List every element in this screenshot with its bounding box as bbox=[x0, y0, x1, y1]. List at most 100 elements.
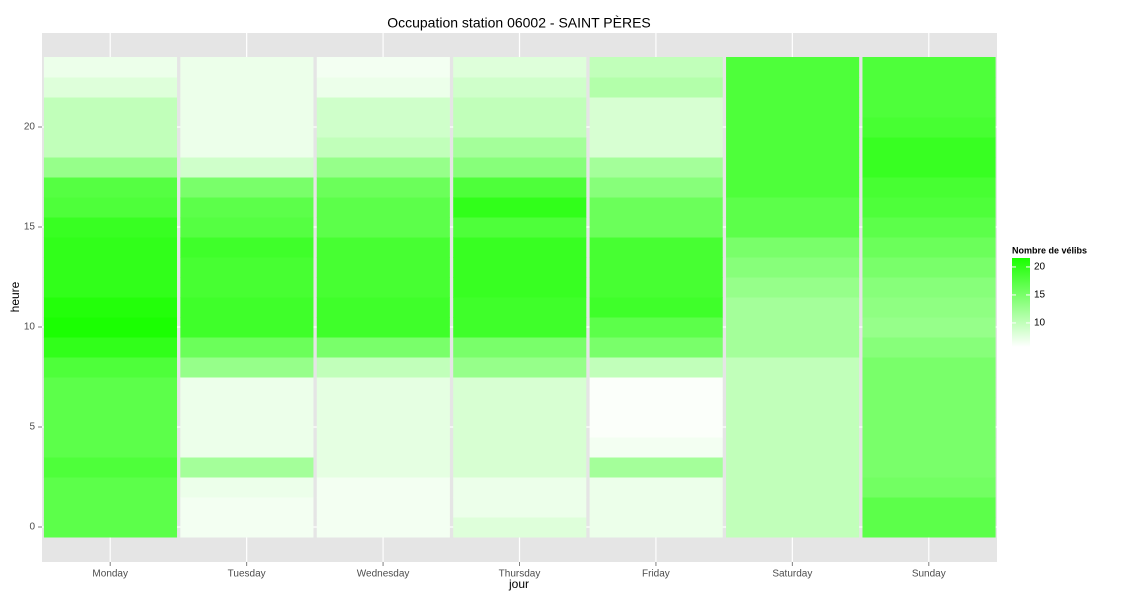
heatmap-cell bbox=[589, 277, 723, 298]
heatmap-cell bbox=[180, 57, 314, 78]
y-tick-label: 0 bbox=[29, 522, 35, 533]
heatmap-cell bbox=[180, 97, 314, 118]
heatmap-cell bbox=[589, 237, 723, 258]
heatmap-cell bbox=[862, 337, 996, 358]
heatmap-cell bbox=[180, 217, 314, 238]
heatmap-cell bbox=[726, 317, 860, 338]
heatmap-cell bbox=[43, 397, 178, 418]
x-tick-label: Sunday bbox=[912, 569, 946, 580]
heatmap-cell bbox=[862, 517, 996, 538]
heatmap-cell bbox=[43, 457, 178, 478]
y-tick-label: 10 bbox=[24, 322, 36, 333]
heatmap-cell bbox=[589, 317, 723, 338]
heatmap-cell bbox=[453, 177, 587, 198]
heatmap-cell bbox=[453, 237, 587, 258]
heatmap-cell bbox=[589, 177, 723, 198]
heatmap-cell bbox=[726, 137, 860, 158]
heatmap-cell bbox=[453, 157, 587, 178]
heatmap-cell bbox=[453, 217, 587, 238]
heatmap-cell bbox=[316, 57, 450, 78]
heatmap-cell bbox=[589, 417, 723, 438]
heatmap-cell bbox=[589, 297, 723, 318]
heatmap-cell bbox=[43, 97, 178, 118]
heatmap-cell bbox=[589, 137, 723, 158]
heatmap-cell bbox=[43, 517, 178, 538]
heatmap-cell bbox=[726, 217, 860, 238]
heatmap-cell bbox=[453, 337, 587, 358]
heatmap-cell bbox=[589, 157, 723, 178]
x-axis-label: jour bbox=[508, 577, 529, 591]
heatmap-cell bbox=[453, 357, 587, 378]
y-tick-label: 5 bbox=[29, 422, 35, 433]
heatmap-cell bbox=[862, 457, 996, 478]
heatmap-cell bbox=[316, 377, 450, 398]
heatmap-cell bbox=[43, 157, 178, 178]
heatmap-cell bbox=[180, 117, 314, 138]
heatmap-cell bbox=[589, 517, 723, 538]
heatmap-cell bbox=[453, 397, 587, 418]
heatmap-cell bbox=[726, 397, 860, 418]
heatmap-cell bbox=[862, 237, 996, 258]
heatmap-cell bbox=[316, 457, 450, 478]
heatmap-cell bbox=[589, 217, 723, 238]
heatmap-cell bbox=[589, 197, 723, 218]
heatmap-cell bbox=[180, 417, 314, 438]
heatmap-cell bbox=[43, 197, 178, 218]
heatmap-cell bbox=[180, 357, 314, 378]
heatmap-cell bbox=[726, 437, 860, 458]
heatmap-cell bbox=[453, 517, 587, 538]
heatmap-cell bbox=[453, 477, 587, 498]
heatmap-cell bbox=[453, 197, 587, 218]
heatmap-cell bbox=[862, 177, 996, 198]
heatmap-cell bbox=[43, 317, 178, 338]
heatmap-cell bbox=[726, 77, 860, 98]
heatmap-cell bbox=[43, 237, 178, 258]
heatmap-cell bbox=[180, 237, 314, 258]
heatmap-cell bbox=[180, 497, 314, 518]
heatmap-cell bbox=[316, 257, 450, 278]
heatmap-cell bbox=[453, 77, 587, 98]
heatmap-cell bbox=[862, 117, 996, 138]
legend-label: 15 bbox=[1034, 290, 1046, 301]
chart-title: Occupation station 06002 - SAINT PÈRES bbox=[387, 15, 651, 31]
heatmap-cell bbox=[726, 457, 860, 478]
heatmap-cell bbox=[589, 397, 723, 418]
heatmap-cell bbox=[453, 97, 587, 118]
heatmap-cell bbox=[726, 177, 860, 198]
heatmap-cell bbox=[862, 297, 996, 318]
heatmap-cell bbox=[862, 277, 996, 298]
heatmap-cell bbox=[862, 477, 996, 498]
heatmap-cell bbox=[589, 377, 723, 398]
x-tick-label: Friday bbox=[642, 569, 670, 580]
heatmap-cell bbox=[862, 497, 996, 518]
heatmap-cell bbox=[316, 217, 450, 238]
heatmap-cell bbox=[589, 117, 723, 138]
heatmap-cell bbox=[726, 277, 860, 298]
heatmap-cell bbox=[316, 357, 450, 378]
heatmap-cell bbox=[43, 337, 178, 358]
y-axis-label: heure bbox=[8, 281, 22, 312]
heatmap-cell bbox=[316, 237, 450, 258]
heatmap-cell bbox=[316, 337, 450, 358]
heatmap-cell bbox=[453, 317, 587, 338]
heatmap-cell bbox=[316, 517, 450, 538]
heatmap-cell bbox=[862, 137, 996, 158]
heatmap-cell bbox=[453, 277, 587, 298]
heatmap-cell bbox=[43, 497, 178, 518]
heatmap-cell bbox=[589, 437, 723, 458]
heatmap-cell bbox=[316, 277, 450, 298]
heatmap-cell bbox=[453, 437, 587, 458]
x-tick-label: Monday bbox=[92, 569, 128, 580]
heatmap-cell bbox=[726, 357, 860, 378]
heatmap-cell bbox=[453, 257, 587, 278]
heatmap-cell bbox=[589, 337, 723, 358]
heatmap-cell bbox=[726, 417, 860, 438]
heatmap-cell bbox=[43, 177, 178, 198]
legend-label: 10 bbox=[1034, 318, 1046, 329]
heatmap-cell bbox=[43, 77, 178, 98]
heatmap-cell bbox=[726, 517, 860, 538]
heatmap-cell bbox=[316, 497, 450, 518]
heatmap-cell bbox=[43, 257, 178, 278]
heatmap-cell bbox=[316, 197, 450, 218]
heatmap-cell bbox=[43, 437, 178, 458]
